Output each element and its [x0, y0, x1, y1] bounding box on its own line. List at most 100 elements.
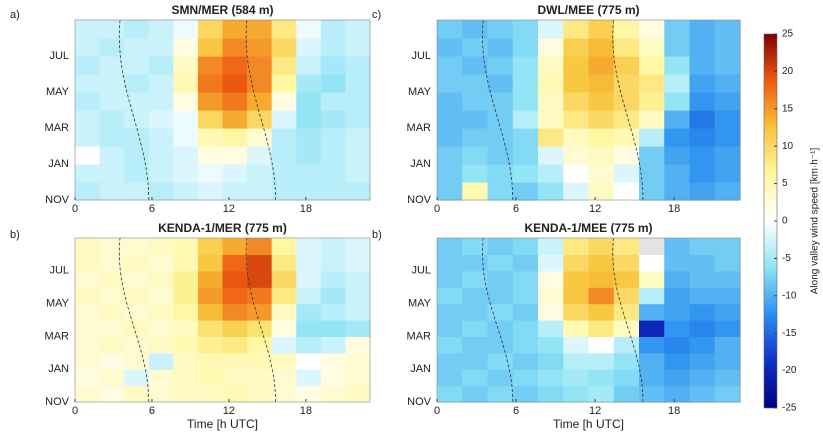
heatmap-cell: [462, 20, 489, 39]
heatmap-cell: [563, 352, 590, 370]
heatmap-cell: [639, 110, 665, 129]
heatmap-cell: [222, 128, 248, 147]
plot-frame: [74, 237, 371, 403]
heatmap-cell: [437, 369, 463, 387]
heatmap-cell: [613, 385, 640, 403]
heatmap-cell: [538, 254, 564, 272]
heatmap-cell: [639, 164, 665, 183]
heatmap-cell: [75, 270, 101, 288]
heatmap-cell: [437, 38, 463, 57]
heatmap-cell: [296, 369, 322, 387]
heatmap-cell: [222, 20, 248, 39]
heatmap-cell: [689, 320, 716, 337]
heatmap-cell: [613, 20, 640, 39]
heatmap-cell: [664, 303, 691, 321]
heatmap-cell: [99, 74, 125, 93]
heatmap-cell: [714, 336, 741, 354]
y-tick-label: JUL: [411, 50, 431, 62]
heatmap-cell: [462, 369, 489, 387]
heatmap-cell: [512, 146, 539, 165]
heatmap-cell: [148, 38, 174, 57]
colorbar-tick-label: 25: [782, 29, 794, 40]
heatmap-cell: [197, 128, 224, 147]
heatmap-cell: [296, 320, 322, 337]
heatmap-cell: [714, 56, 741, 75]
heatmap-cell: [148, 385, 174, 403]
panel-title: DWL/MEE (775 m): [537, 3, 639, 17]
heatmap-cell: [487, 287, 514, 305]
heatmap-cell: [462, 303, 489, 321]
x-tick-label: 18: [668, 405, 680, 417]
heatmap-cell: [487, 20, 514, 39]
heatmap-cell: [173, 336, 199, 354]
heatmap-cell: [75, 56, 101, 75]
y-tick-label: JUL: [49, 265, 69, 277]
daylight-curve: [482, 19, 514, 201]
heatmap-cell: [271, 38, 297, 57]
y-tick-label: MAY: [408, 298, 432, 310]
heatmap-cell: [664, 92, 691, 111]
heatmap-cell: [563, 385, 590, 403]
heatmap-cell: [271, 182, 297, 201]
heatmap-cell: [664, 369, 691, 387]
heatmap-cell: [639, 320, 665, 337]
heatmap-cell: [75, 38, 101, 57]
heatmap-cell: [148, 352, 174, 370]
heatmap-cell: [222, 336, 248, 354]
heatmap-cell: [271, 110, 297, 129]
heatmap-cell: [538, 270, 564, 288]
x-tick-label: 12: [223, 203, 235, 215]
heatmap-cell: [588, 369, 615, 387]
heatmap-cell: [563, 146, 590, 165]
heatmap-cell: [320, 270, 347, 288]
heatmap-cell: [296, 74, 322, 93]
heatmap-cell: [613, 270, 640, 288]
heatmap-cell: [75, 128, 101, 147]
heatmap-cell: [714, 146, 741, 165]
heatmap-cell: [487, 146, 514, 165]
heatmap-cell: [75, 303, 101, 321]
heatmap-cell: [124, 238, 150, 255]
heatmap-cell: [320, 303, 347, 321]
heatmap-cell: [689, 56, 716, 75]
heatmap-cell: [247, 92, 273, 111]
y-tick-label: NOV: [407, 194, 432, 206]
heatmap-cell: [538, 74, 564, 93]
heatmap-cell: [613, 336, 640, 354]
heatmap-cell: [613, 287, 640, 305]
heatmap-cell: [487, 128, 514, 147]
heatmap-cell: [197, 287, 224, 305]
heatmap-cell: [222, 270, 248, 288]
heatmap-cell: [512, 110, 539, 129]
heatmap-cell: [664, 287, 691, 305]
heatmap-cell: [689, 238, 716, 255]
heatmap-cell: [563, 254, 590, 272]
heatmap-cell: [689, 92, 716, 111]
heatmap-cell: [588, 128, 615, 147]
y-tick-label: MAR: [407, 122, 432, 134]
heatmap-cell: [345, 164, 371, 183]
heatmap-cell: [99, 336, 125, 354]
heatmap-cell: [247, 164, 273, 183]
heatmap-cell: [247, 303, 273, 321]
heatmap-cell: [512, 287, 539, 305]
heatmap-cell: [173, 270, 199, 288]
heatmap-cell: [197, 369, 224, 387]
heatmap-cell: [173, 92, 199, 111]
heatmap-cell: [613, 352, 640, 370]
heatmap-cell: [613, 238, 640, 255]
heatmap-cell: [296, 146, 322, 165]
heatmap-cell: [462, 128, 489, 147]
heatmap-cell: [99, 92, 125, 111]
heatmap-cell: [512, 128, 539, 147]
heatmap-cell: [437, 56, 463, 75]
heatmap-cell: [538, 20, 564, 39]
heatmap-cell: [148, 128, 174, 147]
heatmap-cell: [664, 270, 691, 288]
heatmap-cell: [148, 336, 174, 354]
heatmap-cell: [512, 92, 539, 111]
heatmap-cell: [613, 110, 640, 129]
heatmap-cell: [462, 146, 489, 165]
heatmap-cell: [462, 74, 489, 93]
heatmap-cell: [345, 369, 371, 387]
